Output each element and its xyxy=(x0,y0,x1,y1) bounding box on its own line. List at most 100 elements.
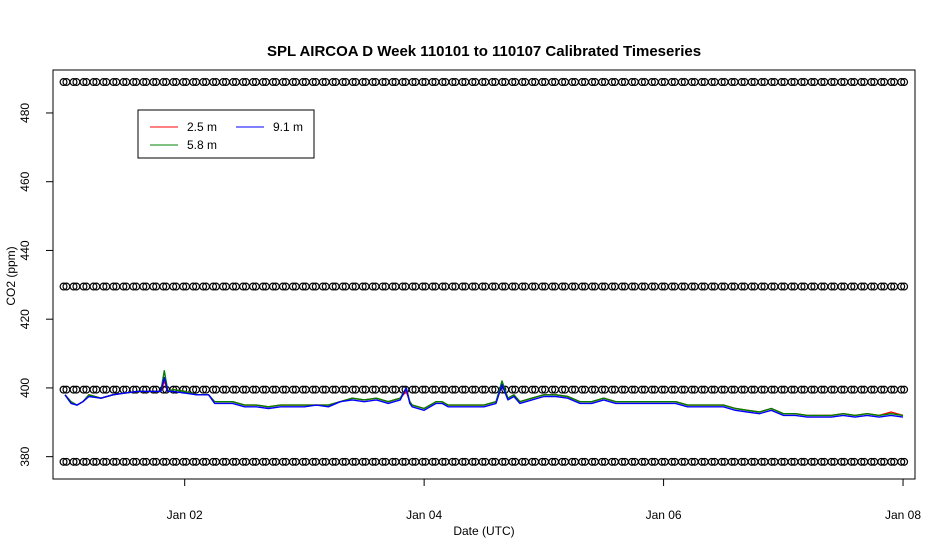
calibration-point xyxy=(847,457,856,466)
calibration-point xyxy=(747,385,756,394)
calibration-point xyxy=(109,282,118,291)
legend-box xyxy=(137,109,315,159)
calibration-point xyxy=(578,282,587,291)
calibration-point xyxy=(438,78,447,87)
calibration-point xyxy=(239,78,248,87)
calibration-point xyxy=(637,78,646,87)
calibration-point xyxy=(388,78,397,87)
calibration-point xyxy=(199,457,208,466)
calibration-point xyxy=(249,282,258,291)
calibration-point xyxy=(777,78,786,87)
calibration-point xyxy=(408,282,417,291)
y-tick-label: 400 xyxy=(18,378,32,398)
calibration-point xyxy=(528,457,537,466)
calibration-point xyxy=(498,78,507,87)
calibration-point xyxy=(797,457,806,466)
calibration-point xyxy=(558,385,567,394)
calibration-point xyxy=(388,457,397,466)
calibration-point xyxy=(149,457,158,466)
calibration-point xyxy=(598,78,607,87)
calibration-point xyxy=(667,457,676,466)
y-tick-label: 440 xyxy=(18,240,32,260)
calibration-point xyxy=(677,282,686,291)
calibration-point xyxy=(358,78,367,87)
calibration-point xyxy=(767,457,776,466)
calibration-point xyxy=(468,385,477,394)
calibration-point xyxy=(258,78,267,87)
calibration-point xyxy=(308,385,317,394)
calibration-point xyxy=(498,282,507,291)
calibration-point xyxy=(618,457,627,466)
calibration-point xyxy=(109,385,118,394)
calibration-point xyxy=(378,385,387,394)
calibration-point xyxy=(747,457,756,466)
calibration-point xyxy=(89,282,98,291)
calibration-point xyxy=(398,457,407,466)
calibration-point xyxy=(278,78,287,87)
calibration-point xyxy=(787,282,796,291)
calibration-point xyxy=(508,78,517,87)
calibration-point xyxy=(887,385,896,394)
calibration-point xyxy=(219,78,228,87)
calibration-point xyxy=(807,457,816,466)
calibration-point xyxy=(518,282,527,291)
calibration-point xyxy=(328,78,337,87)
calibration-point xyxy=(298,457,307,466)
calibration-point xyxy=(847,78,856,87)
calibration-point xyxy=(827,457,836,466)
calibration-point xyxy=(268,282,277,291)
calibration-point xyxy=(887,78,896,87)
calibration-point xyxy=(428,282,437,291)
calibration-point xyxy=(199,282,208,291)
calibration-point xyxy=(408,457,417,466)
calibration-point xyxy=(179,457,188,466)
calibration-point xyxy=(388,282,397,291)
calibration-point xyxy=(548,78,557,87)
calibration-point xyxy=(787,457,796,466)
calibration-point xyxy=(737,78,746,87)
calibration-point xyxy=(418,282,427,291)
calibration-point xyxy=(308,282,317,291)
calibration-point xyxy=(737,282,746,291)
calibration-point xyxy=(129,457,138,466)
calibration-point xyxy=(757,385,766,394)
calibration-point xyxy=(468,78,477,87)
calibration-point xyxy=(867,78,876,87)
calibration-point xyxy=(777,385,786,394)
calibration-point xyxy=(159,282,168,291)
calibration-point xyxy=(807,282,816,291)
calibration-point xyxy=(687,282,696,291)
calibration-point xyxy=(627,282,636,291)
calibration-point xyxy=(229,78,238,87)
calibration-point xyxy=(900,78,909,87)
calibration-point xyxy=(717,78,726,87)
calibration-point xyxy=(558,457,567,466)
calibration-point xyxy=(358,385,367,394)
calibration-point xyxy=(328,385,337,394)
calibration-point xyxy=(338,282,347,291)
calibration-point xyxy=(298,282,307,291)
calibration-point xyxy=(219,282,228,291)
calibration-point xyxy=(478,78,487,87)
calibration-point xyxy=(707,457,716,466)
calibration-point xyxy=(697,78,706,87)
calibration-point xyxy=(707,282,716,291)
calibration-point xyxy=(139,457,148,466)
x-axis-label: Date (UTC) xyxy=(453,524,514,538)
calibration-point xyxy=(348,78,357,87)
calibration-point xyxy=(99,385,108,394)
calibration-point xyxy=(438,385,447,394)
calibration-point xyxy=(348,457,357,466)
calibration-point xyxy=(298,385,307,394)
calibration-point xyxy=(558,78,567,87)
series-line-9-1-m xyxy=(64,376,904,418)
calibration-point xyxy=(89,457,98,466)
calibration-point xyxy=(448,457,457,466)
calibration-point xyxy=(548,457,557,466)
calibration-point xyxy=(637,282,646,291)
y-tick-label: 380 xyxy=(18,446,32,466)
calibration-point xyxy=(398,78,407,87)
calibration-point xyxy=(717,457,726,466)
calibration-point xyxy=(418,457,427,466)
calibration-point xyxy=(149,282,158,291)
